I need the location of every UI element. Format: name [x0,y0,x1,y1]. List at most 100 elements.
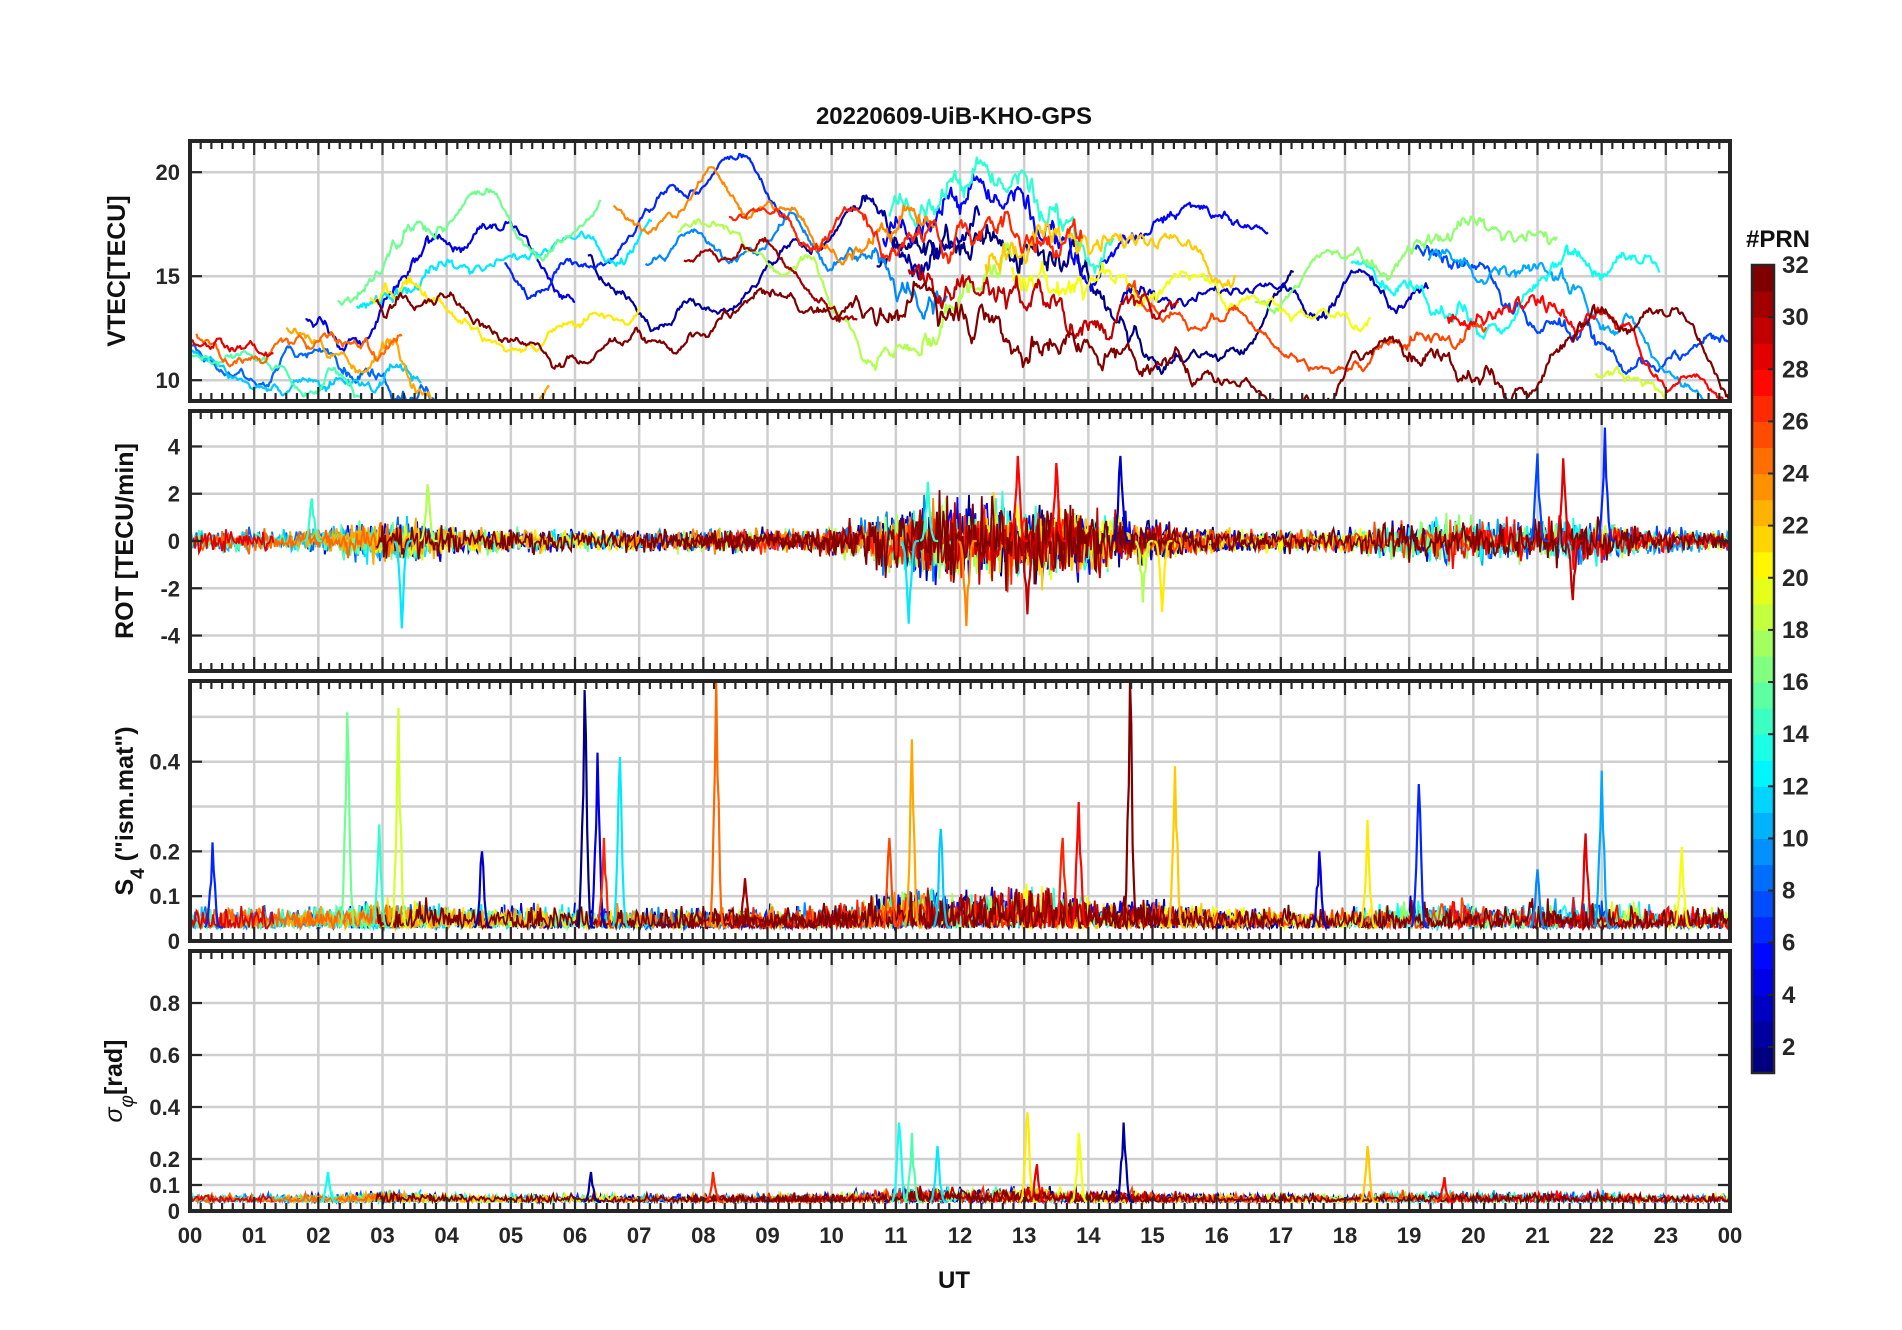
colorbar-tick-label: 32 [1782,252,1809,279]
s4-spike-prn-23 [903,739,923,929]
colorbar-band [1752,265,1774,292]
colorbar-band [1752,682,1774,709]
vtec-trace-prn-13 [1350,244,1661,340]
rot-trace-prn-22 [984,492,1237,591]
rot-spike-prn-30 [1019,539,1038,615]
vtec-trace-prn-21 [368,275,641,354]
rot-spike-prn-12 [393,539,412,629]
colorbar-band [1752,343,1774,370]
s4-spike-prn-6 [1410,784,1430,929]
s4-spike-prn-3 [473,851,493,929]
vtec-trace-prn-23 [285,326,551,401]
vtec-trace-prn-16 [337,187,602,306]
vtec-trace-prn-6 [504,152,788,300]
s4-spike-prn-4 [1311,851,1330,929]
colorbar-band [1752,369,1774,396]
colorbar-bands [1752,265,1774,1074]
y-tick-label: 0.6 [149,1043,180,1068]
x-tick-label: 01 [242,1223,266,1248]
y-tick-label: 0 [168,1199,180,1224]
s4-axes-frame [188,679,1732,943]
y-tick-label: 4 [168,434,181,459]
vtec-trace-prn-22 [984,222,1237,289]
colorbar-band [1752,603,1774,631]
rot-spike-prn-28 [1009,455,1028,543]
x-tick-label: 08 [691,1223,715,1248]
x-tick-label: 05 [499,1223,523,1248]
vtec-trace-prn-15 [190,350,382,401]
sigma-spike-prn-29 [1028,1164,1048,1204]
rot-spike-prn-14 [303,498,323,543]
rot-spike-prn-29 [1554,458,1574,543]
vtec-trace-prn-1 [876,223,1295,376]
sigma-trace-prn-29 [190,1192,274,1205]
vtec-trace-prn-25 [195,330,403,368]
vtec-trace-prn-3 [1120,268,1430,322]
colorbar-tick-label: 20 [1782,565,1809,592]
vtec-trace-prn-24 [612,166,935,266]
sigma-spike-prn-22 [1359,1145,1378,1204]
s4-spike-prn-21 [1358,819,1378,929]
x-tick-label: 09 [755,1223,779,1248]
rot-spike-prn-12 [900,539,919,624]
y-tick-label: -4 [160,624,180,649]
colorbar-band [1752,629,1774,657]
colorbar-band [1752,890,1774,918]
colorbar-tick-label: 28 [1782,356,1809,383]
y-tick-label: 0.4 [149,1095,180,1120]
colorbar-band [1752,708,1774,735]
vtec-trace-prn-26 [1125,279,1488,374]
colorbar-band [1752,577,1774,605]
rot-spike-prn-30 [1564,539,1584,601]
x-tick-label: 00 [1718,1223,1742,1248]
x-tick-label: 16 [1204,1223,1228,1248]
rot-spike-prn-6 [1596,427,1616,543]
sigma-spike-prn-12 [929,1145,948,1204]
rot-y-label: ROT [TECU/min] [111,443,139,639]
colorbar-band [1752,916,1774,944]
y-tick-label: 0.1 [149,884,180,909]
x-tick-label: 18 [1333,1223,1357,1248]
rot-spike-prn-18 [1134,539,1154,603]
s4-spike-prn-16 [338,712,358,929]
s4-traces [190,681,1730,932]
sigma-trace-prn-25 [195,1190,403,1206]
rot-spike-prn-24 [957,539,977,627]
y-tick-label: 10 [156,368,180,393]
rot-trace-prn-32 [375,490,1730,591]
vtec-trace-prn-28 [1446,294,1725,401]
colorbar-band [1752,525,1774,553]
vtec-axes-frame [188,139,1732,403]
colorbar-tick-label: 8 [1782,878,1795,905]
rot-axes-frame [188,409,1732,673]
rot-trace-prn-25 [195,521,403,559]
colorbar-band [1752,551,1774,579]
rot-spike-prn-18 [419,484,438,543]
colorbar-tick-label: 6 [1782,930,1795,957]
vtec-panel: 10 15 20 VTEC[TECU] [103,139,1732,403]
y-tick-label: 2 [168,482,180,507]
colorbar-band [1752,786,1774,813]
colorbar-band [1752,317,1774,344]
colorbar-band [1752,760,1774,787]
colorbar-band [1752,812,1774,840]
vtec-y-label: VTEC[TECU] [103,195,131,346]
x-tick-label: 02 [306,1223,330,1248]
y-tick-label: 20 [156,160,180,185]
x-tick-label: 15 [1140,1223,1164,1248]
sigma-spike-prn-2 [1115,1122,1134,1204]
x-tick-label: 00 [178,1223,202,1248]
x-tick-label: 11 [884,1223,907,1248]
x-tick-label: 12 [948,1223,972,1248]
vtec-y-ticks: 10 15 20 [156,141,1732,401]
rot-grid [190,411,1730,671]
sigma-panel: 00.10.2 0.4 0.6 0.8 σφ[rad] [100,949,1732,1224]
s4-spike-prn-31 [736,878,756,929]
vtec-trace-prn-5 [881,172,1269,292]
rot-spike-prn-21 [1153,539,1173,612]
colorbar-band [1752,395,1774,422]
s4-spike-prn-9 [1529,869,1548,929]
y-tick-label: 0 [168,529,180,554]
rot-spike-prn-14 [919,481,939,543]
x-tick-label: 22 [1589,1223,1613,1248]
